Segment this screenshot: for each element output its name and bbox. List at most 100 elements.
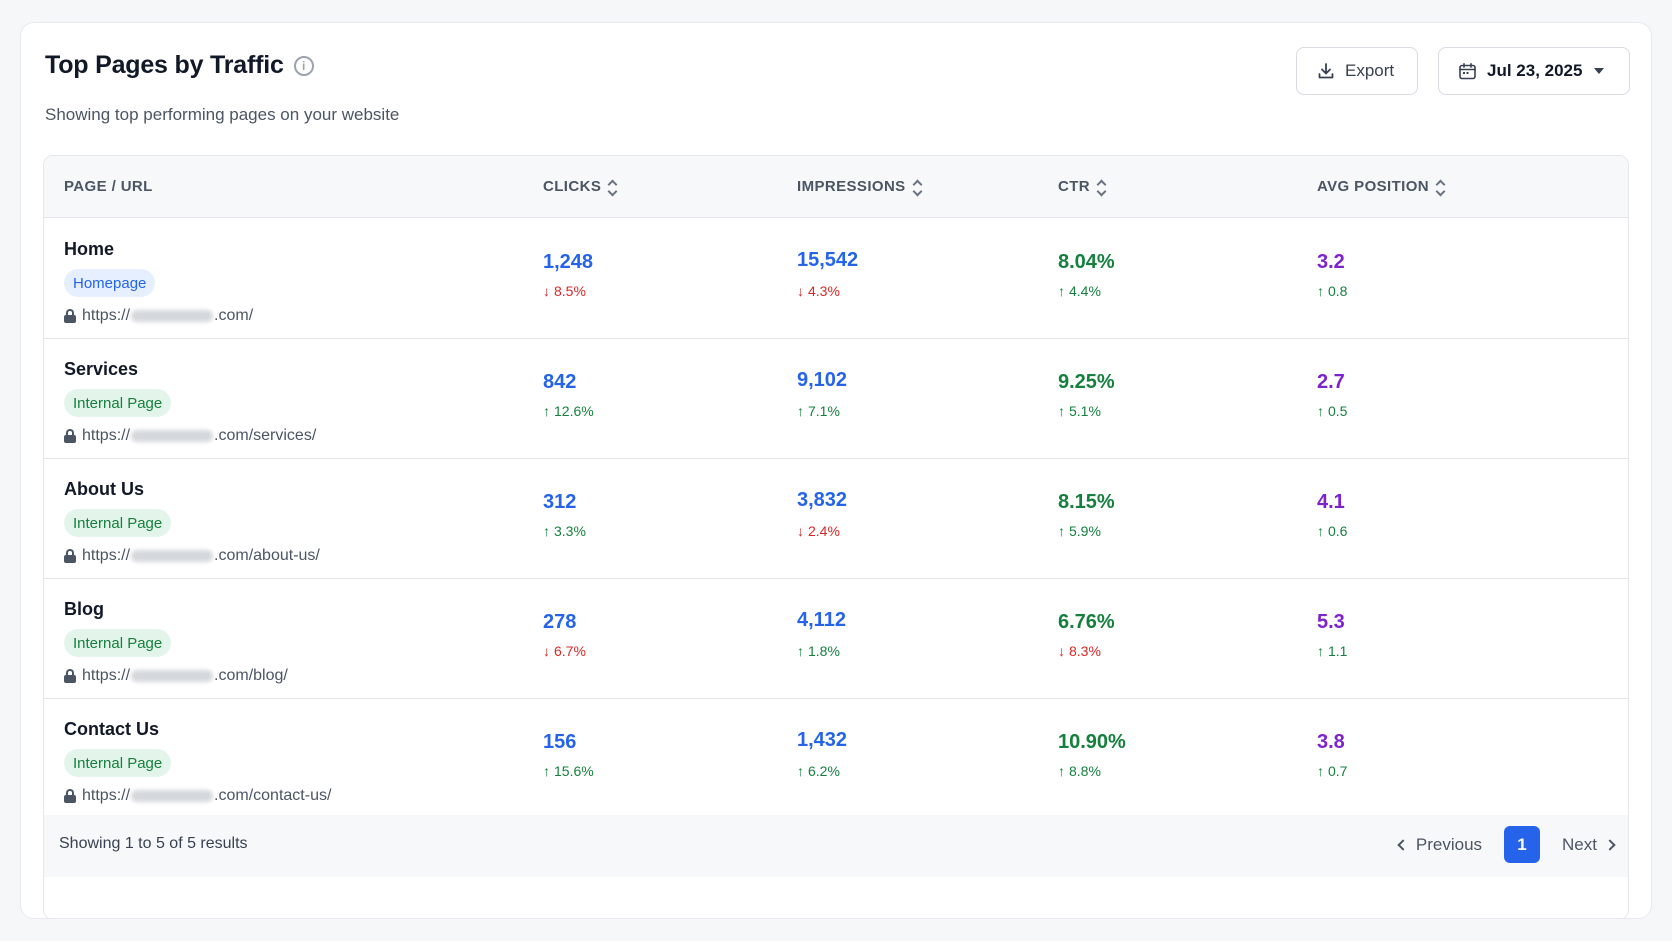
previous-button[interactable]: Previous [1397,834,1483,855]
column-header-avg-position[interactable]: AVG POSITION [1317,178,1446,196]
arrow-up-icon: ↑ [1317,283,1324,299]
clicks-change-value: 6.7% [554,643,586,659]
export-button[interactable]: Export [1296,47,1418,95]
page-url[interactable]: https:// .com/contact-us/ [64,787,331,805]
impressions-change-value: 6.2% [808,763,840,779]
page-url[interactable]: https:// .com/blog/ [64,667,288,685]
top-pages-card: Top Pages by Traffic i Showing top perfo… [20,22,1652,919]
ctr-change: ↑ 8.8% [1058,763,1101,779]
position-change-value: 0.8 [1328,283,1348,299]
arrow-up-icon: ↑ [1058,283,1065,299]
position-value: 4.1 [1317,491,1345,513]
table-row[interactable]: About Us Internal Page https:// .com/about-… [44,459,1628,579]
impressions-change: ↑ 1.8% [797,643,840,659]
arrow-up-icon: ↑ [543,523,550,539]
table-header: PAGE / URL CLICKS IMPRESSIONS CTR AVG PO… [44,156,1628,218]
impressions-change-value: 7.1% [808,403,840,419]
column-header-clicks[interactable]: CLICKS [543,178,618,196]
pagination: Previous 1 Next [1397,826,1616,863]
column-header-label: PAGE / URL [64,178,153,195]
table-row[interactable]: Blog Internal Page https://.com/blog/278 ↓ 6… [44,579,1628,699]
ctr-value: 8.04% [1058,251,1115,273]
arrow-up-icon: ↑ [797,763,804,779]
previous-label: Previous [1415,834,1483,854]
page-type-badge: Internal Page [64,629,172,657]
column-header-label: CLICKS [543,178,602,195]
column-header-impressions[interactable]: IMPRESSIONS [797,178,923,196]
ctr-value: 8.15% [1058,491,1115,513]
page-name: Home [64,239,115,259]
title-row: Top Pages by Traffic i [45,51,314,80]
impressions-value: 9,102 [797,369,848,391]
lock-icon [64,549,76,563]
page-type-badge: Internal Page [64,509,172,537]
ctr-value: 9.25% [1058,371,1115,393]
page-name: Blog [64,599,104,619]
download-icon [1318,63,1334,79]
column-header-ctr[interactable]: CTR [1058,178,1107,196]
clicks-change-value: 12.6% [554,403,594,419]
chevron-left-icon [1397,838,1409,851]
page-url[interactable]: https:// .com/about-us/ [64,547,320,565]
ctr-value: 10.90% [1058,731,1126,753]
next-button[interactable]: Next [1562,835,1616,855]
impressions-change: ↓ 4.3% [797,283,840,299]
arrow-down-icon: ↓ [1058,643,1065,659]
page-type-badge: Homepage [64,269,156,297]
position-change-value: 0.5 [1328,403,1348,419]
arrow-down-icon: ↓ [797,283,804,299]
page-url[interactable]: https:// .com/ [64,307,253,325]
page-1-button[interactable]: 1 [1504,826,1541,863]
redacted-domain [131,790,214,802]
impressions-value: 4,112 [797,609,846,631]
redacted-domain [131,550,214,562]
page-type-badge: Internal Page [64,389,172,417]
clicks-value: 278 [543,611,577,633]
impressions-change-value: 4.3% [808,283,840,299]
position-value: 2.7 [1317,371,1345,393]
ctr-change-value: 5.1% [1069,403,1101,419]
column-header-label: IMPRESSIONS [797,178,906,195]
clicks-change-value: 8.5% [554,283,586,299]
ctr-change: ↓ 8.3% [1058,643,1101,659]
ctr-change: ↑ 5.1% [1058,403,1101,419]
clicks-change-value: 3.3% [554,523,586,539]
table-row[interactable]: Contact Us Internal Page https:// .com/cont… [44,699,1628,819]
info-icon[interactable]: i [293,55,314,76]
page-name: Contact Us [64,719,160,739]
impressions-value: 15,542 [797,249,859,271]
clicks-value: 312 [543,491,577,513]
clicks-change: ↓ 6.7% [543,643,586,659]
table-row[interactable]: Services Internal Page https:// .com/servic… [44,339,1628,459]
url-prefix: https:// [82,307,131,324]
lock-icon [64,669,76,683]
table-row[interactable]: Home Homepage https://.com/1,248 ↓ 8.5% 15,54… [44,219,1628,339]
ctr-change-value: 8.3% [1069,643,1101,659]
sort-icon [1096,179,1107,196]
clicks-change-value: 15.6% [554,763,594,779]
arrow-up-icon: ↑ [1317,643,1324,659]
clicks-change: ↑ 12.6% [543,403,594,419]
date-picker-button[interactable]: Jul 23, 2025 [1438,47,1630,95]
arrow-up-icon: ↑ [1058,763,1065,779]
calendar-icon [1459,62,1476,79]
chevron-right-icon [1604,838,1616,851]
arrow-down-icon: ↓ [543,643,550,659]
url-suffix: .com/blog/ [214,667,288,684]
url-suffix: .com/about-us/ [214,547,320,564]
arrow-up-icon: ↑ [797,643,804,659]
page-url[interactable]: https:// .com/services/ [64,427,316,445]
page-title: Top Pages by Traffic [45,51,284,79]
url-prefix: https:// [82,787,131,804]
position-change-value: 0.6 [1328,523,1348,539]
column-header-label: CTR [1058,178,1091,195]
url-prefix: https:// [82,547,131,564]
url-prefix: https:// [82,427,131,444]
lock-icon [64,309,76,323]
pages-table: PAGE / URL CLICKS IMPRESSIONS CTR AVG PO… [43,155,1629,918]
ctr-change-value: 8.8% [1069,763,1101,779]
impressions-change: ↑ 7.1% [797,403,840,419]
impressions-value: 3,832 [797,489,848,511]
impressions-change-value: 2.4% [808,523,840,539]
position-value: 3.2 [1317,251,1345,273]
